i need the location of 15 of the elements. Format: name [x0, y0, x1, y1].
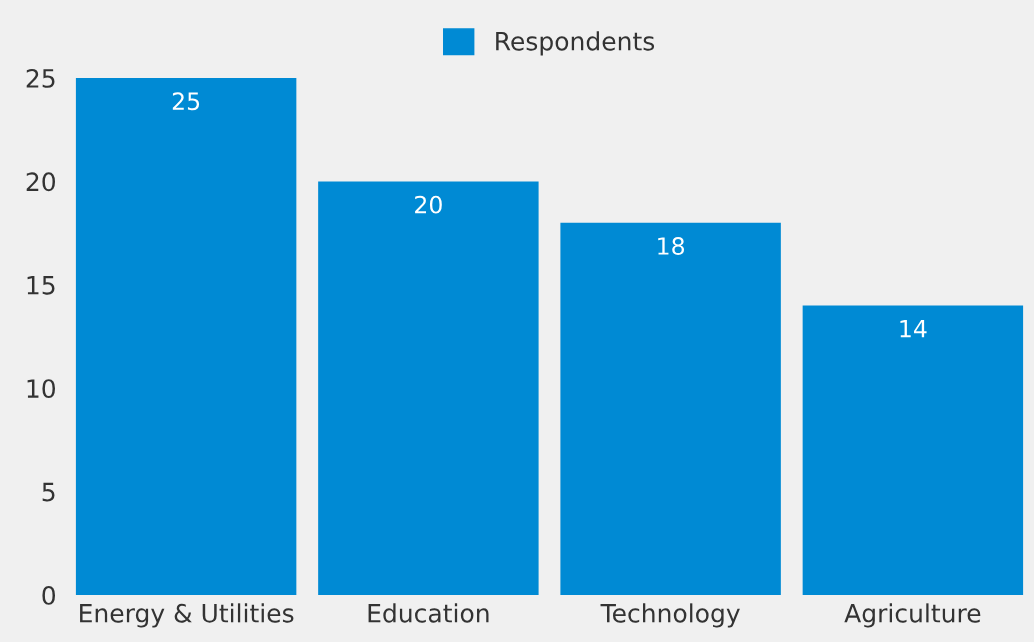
y-tick-label: 5	[42, 482, 55, 502]
y-tick-label: 25	[26, 68, 55, 88]
y-tick-label: 10	[27, 379, 56, 399]
y-tick-label: 0	[42, 585, 56, 605]
data-label: 25	[172, 92, 200, 111]
data-label: 20	[415, 195, 442, 214]
x-tick-label: Technology	[600, 603, 740, 628]
data-label: 18	[658, 237, 685, 255]
y-tick-label: 20	[26, 172, 56, 192]
legend-label: Respondents	[496, 31, 655, 56]
x-tick-label: Energy & Utilities	[80, 603, 294, 628]
x-tick-label: Education	[368, 603, 489, 623]
y-tick-label: 15	[27, 276, 55, 295]
data-label: 14	[900, 320, 927, 338]
x-tick-label: Agriculture	[844, 603, 981, 628]
